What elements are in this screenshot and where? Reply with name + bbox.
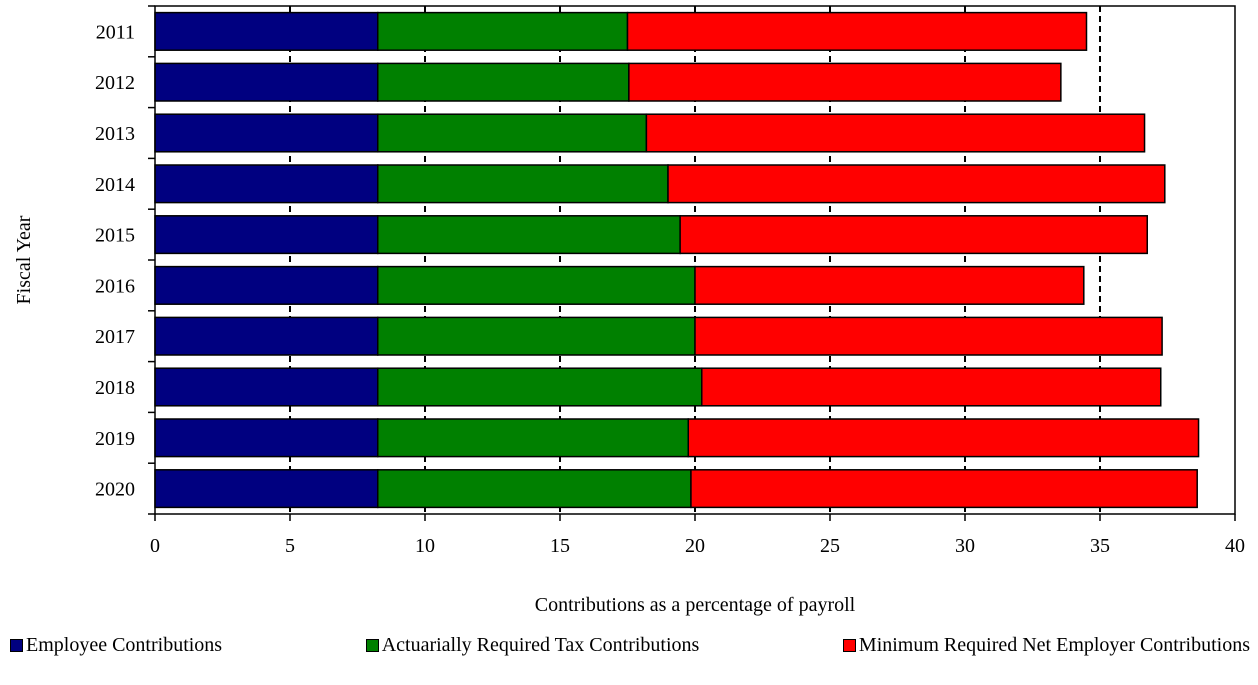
bar-2013-series-1 xyxy=(377,113,648,153)
x-tick-labels: 0 5 10 15 20 25 30 35 40 xyxy=(150,535,1245,557)
bar-2015-series-0 xyxy=(154,215,379,255)
bar-2018-series-0 xyxy=(154,367,379,407)
bar-2018-series-2 xyxy=(701,367,1162,407)
y-tick-label-2015: 2015 xyxy=(95,225,135,247)
bar-2013-series-2 xyxy=(645,113,1146,153)
x-axis-title: Contributions as a percentage of payroll xyxy=(535,594,856,616)
bar-2016-series-0 xyxy=(154,265,379,305)
bar-2016-series-2 xyxy=(694,265,1085,305)
bar-2012-series-2 xyxy=(628,62,1062,102)
legend-label-employer: Minimum Required Net Employer Contributi… xyxy=(858,633,1250,656)
bar-2019-series-2 xyxy=(687,418,1200,458)
bar-2014-series-1 xyxy=(377,164,669,204)
bar-2013-series-0 xyxy=(154,113,379,153)
bar-2014-series-0 xyxy=(154,164,379,204)
bar-2014-series-2 xyxy=(667,164,1166,204)
x-tick-label-15: 15 xyxy=(550,535,570,557)
bar-2017-series-0 xyxy=(154,316,379,356)
y-axis-title: Fiscal Year xyxy=(13,215,35,304)
y-tick-labels: 2011 2012 2013 2014 2015 2016 2017 2018 2019 2020 xyxy=(95,21,135,500)
ticks xyxy=(148,5,1236,521)
legend-item-employee: Employee Contributions xyxy=(10,634,222,657)
bar-2016-series-1 xyxy=(377,265,696,305)
legend-label-tax: Actuarially Required Tax Contributions xyxy=(381,633,700,656)
bar-2018-series-1 xyxy=(377,367,703,407)
bar-2015-series-1 xyxy=(377,215,681,255)
bar-2011-series-0 xyxy=(154,11,379,51)
bar-2012-series-0 xyxy=(154,62,379,102)
y-tick-label-2011: 2011 xyxy=(96,21,135,43)
legend-label-employee: Employee Contributions xyxy=(26,633,223,656)
bar-2020-series-1 xyxy=(377,469,692,509)
x-tick-label-25: 25 xyxy=(820,535,840,557)
bar-2017-series-2 xyxy=(694,316,1163,356)
bars xyxy=(154,11,1200,509)
x-tick-label-5: 5 xyxy=(285,535,295,557)
legend-item-tax: Actuarially Required Tax Contributions xyxy=(365,633,700,657)
legend-item-employer: Minimum Required Net Employer Contributi… xyxy=(842,633,1250,657)
legend-swatch-employee xyxy=(10,638,23,652)
bar-2020-series-0 xyxy=(154,469,379,509)
y-tick-label-2013: 2013 xyxy=(95,123,135,145)
bar-2020-series-2 xyxy=(690,469,1198,509)
legend: Employee Contributions Actuarially Requi… xyxy=(10,630,1250,660)
y-tick-label-2012: 2012 xyxy=(95,72,135,94)
legend-swatch-employer xyxy=(842,638,856,652)
y-tick-label-2019: 2019 xyxy=(95,428,135,450)
y-tick-label-2020: 2020 xyxy=(95,479,135,501)
bar-2015-series-2 xyxy=(679,215,1149,255)
legend-swatch-tax xyxy=(365,638,379,652)
bar-2019-series-0 xyxy=(154,418,379,458)
bar-2011-series-1 xyxy=(377,11,629,51)
x-tick-label-40: 40 xyxy=(1225,535,1245,557)
x-tick-label-35: 35 xyxy=(1090,535,1110,557)
bar-2019-series-1 xyxy=(377,418,689,458)
x-tick-label-10: 10 xyxy=(415,535,435,557)
y-tick-label-2016: 2016 xyxy=(95,275,135,297)
bar-2011-series-2 xyxy=(626,11,1088,51)
y-tick-label-2018: 2018 xyxy=(95,377,135,399)
bar-2017-series-1 xyxy=(377,316,696,356)
x-tick-label-0: 0 xyxy=(150,535,160,557)
y-tick-label-2017: 2017 xyxy=(95,326,135,348)
x-tick-label-30: 30 xyxy=(955,535,975,557)
bar-chart: 0 5 10 15 20 25 30 35 40 20112012201320142015201… xyxy=(13,5,1245,616)
x-tick-label-20: 20 xyxy=(685,535,705,557)
y-tick-label-2014: 2014 xyxy=(95,174,135,196)
bar-2012-series-1 xyxy=(377,62,630,102)
